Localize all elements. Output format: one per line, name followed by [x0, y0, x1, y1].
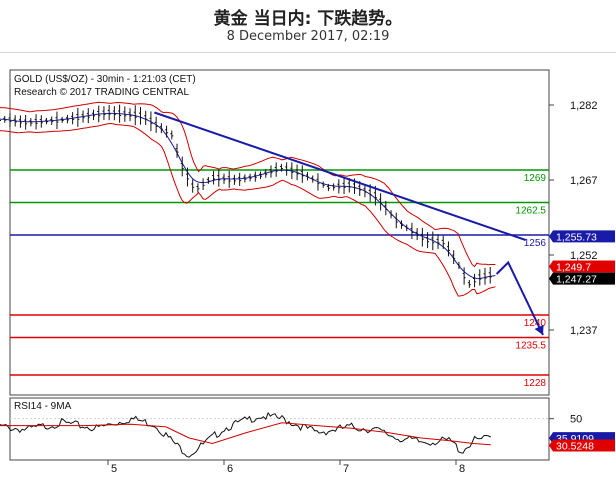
- level-label: 1256: [524, 238, 547, 249]
- y-tick-label: 1,252: [570, 250, 598, 262]
- rsi-line: [0, 411, 492, 458]
- rsi-label: RSI14 - 9MA: [14, 401, 72, 412]
- level-label: 1269: [524, 173, 547, 184]
- value-tag: [549, 272, 615, 285]
- projection-path: [495, 260, 544, 336]
- projection-arrowhead: [534, 324, 544, 335]
- value-tag-label: 1,255.73: [556, 231, 597, 243]
- rsi-ma-line: [0, 422, 491, 446]
- upper-band: [0, 101, 496, 268]
- rsi-y-tick-label: 50: [570, 414, 582, 426]
- y-tick-label: 1,282: [570, 100, 598, 112]
- lower-band: [0, 122, 496, 297]
- level-label: 1228: [524, 378, 547, 389]
- x-tick-label: 5: [111, 463, 117, 475]
- header-divider: [0, 52, 616, 53]
- x-tick-label: 7: [343, 463, 349, 475]
- value-tag-label: 1,247.27: [556, 274, 597, 286]
- page-subtitle: 8 December 2017, 02:19: [226, 29, 390, 44]
- value-tag: [549, 230, 615, 243]
- info-line-1: GOLD (US$/OZ) - 30min - 1:21:03 (CET): [14, 74, 196, 85]
- level-label: 1262.5: [515, 206, 546, 217]
- x-tick-label: 8: [459, 463, 465, 475]
- y-tick-label: 1,237: [570, 325, 598, 337]
- x-tick-label: 6: [227, 463, 233, 475]
- resistance-trendline: [154, 111, 526, 241]
- value-tag-label: 30.5248: [556, 441, 594, 453]
- level-label: 1240: [524, 318, 547, 329]
- rsi-panel: [9, 397, 550, 461]
- level-label: 1235.5: [515, 341, 546, 352]
- value-tag: [549, 439, 615, 452]
- page-title: 黄金 当日内: 下跌趋势。: [213, 9, 403, 29]
- info-line-2: Research © 2017 TRADING CENTRAL: [14, 87, 189, 98]
- value-tag: [549, 260, 615, 273]
- price-panel: [9, 69, 550, 396]
- value-tag-label: 1,249.7: [556, 262, 591, 274]
- y-tick-label: 1,267: [570, 175, 598, 187]
